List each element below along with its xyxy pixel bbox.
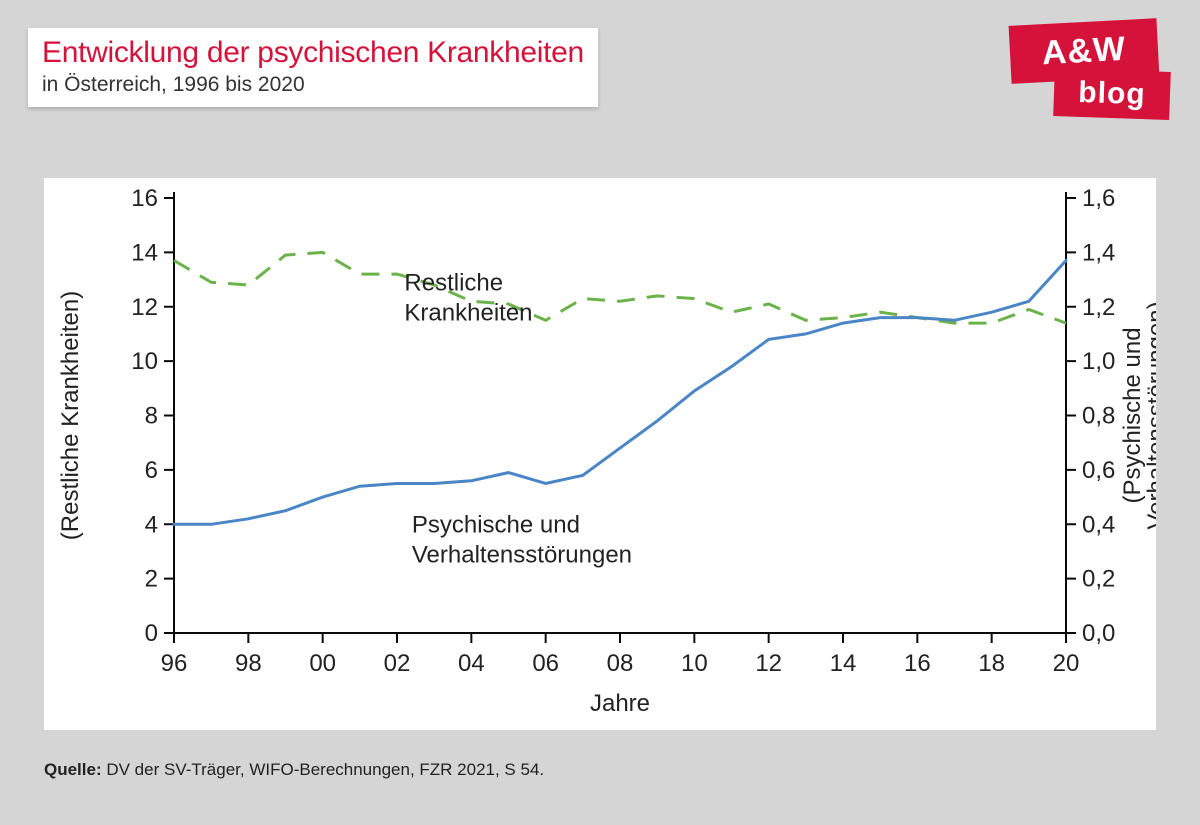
logo-text-bottom: blog — [1053, 68, 1171, 120]
svg-text:1,0: 1,0 — [1082, 348, 1115, 375]
svg-text:Restliche: Restliche — [404, 269, 503, 296]
svg-text:04: 04 — [458, 650, 485, 677]
chart-svg: 96980002040608101214161820Jahre024681012… — [44, 178, 1156, 730]
svg-text:96: 96 — [161, 650, 188, 677]
page-root: Entwicklung der psychischen Krankheiten … — [0, 0, 1200, 825]
source-label: Quelle: — [44, 760, 102, 779]
svg-text:0,4: 0,4 — [1082, 511, 1115, 538]
page-title: Entwicklung der psychischen Krankheiten — [42, 36, 584, 71]
svg-text:2: 2 — [145, 566, 158, 593]
page-subtitle: in Österreich, 1996 bis 2020 — [42, 73, 584, 97]
source-footer: Quelle: DV der SV-Träger, WIFO-Berechnun… — [44, 760, 544, 780]
svg-text:Jahre: Jahre — [590, 690, 650, 717]
svg-text:6: 6 — [145, 457, 158, 484]
svg-text:0,2: 0,2 — [1082, 566, 1115, 593]
svg-text:18: 18 — [978, 650, 1005, 677]
svg-text:0,8: 0,8 — [1082, 403, 1115, 430]
svg-text:14: 14 — [131, 239, 158, 266]
svg-text:0: 0 — [145, 620, 158, 647]
svg-text:1,6: 1,6 — [1082, 185, 1115, 212]
svg-text:0,6: 0,6 — [1082, 457, 1115, 484]
svg-text:12: 12 — [131, 294, 158, 321]
source-text: DV der SV-Träger, WIFO-Berechnungen, FZR… — [102, 760, 545, 779]
svg-text:08: 08 — [607, 650, 634, 677]
svg-text:4: 4 — [145, 511, 158, 538]
svg-text:14: 14 — [830, 650, 857, 677]
svg-text:(Restliche Krankheiten): (Restliche Krankheiten) — [57, 291, 84, 540]
svg-text:00: 00 — [309, 650, 336, 677]
title-card: Entwicklung der psychischen Krankheiten … — [28, 28, 598, 107]
svg-text:(Psychische und: (Psychische und — [1119, 327, 1146, 503]
svg-text:Krankheiten: Krankheiten — [404, 299, 532, 326]
svg-text:10: 10 — [681, 650, 708, 677]
svg-text:12: 12 — [755, 650, 782, 677]
svg-text:Verhaltensstörungen): Verhaltensstörungen) — [1143, 301, 1156, 529]
svg-text:Verhaltensstörungen: Verhaltensstörungen — [412, 541, 632, 568]
svg-text:16: 16 — [131, 185, 158, 212]
svg-text:20: 20 — [1053, 650, 1080, 677]
svg-text:98: 98 — [235, 650, 262, 677]
svg-text:Psychische und: Psychische und — [412, 511, 580, 538]
svg-text:0,0: 0,0 — [1082, 620, 1115, 647]
svg-text:16: 16 — [904, 650, 931, 677]
svg-text:8: 8 — [145, 403, 158, 430]
svg-text:1,2: 1,2 — [1082, 294, 1115, 321]
svg-text:1,4: 1,4 — [1082, 239, 1115, 266]
brand-logo: A&W blog — [1010, 22, 1178, 122]
svg-text:02: 02 — [384, 650, 411, 677]
chart-panel: 96980002040608101214161820Jahre024681012… — [44, 178, 1156, 730]
svg-text:06: 06 — [532, 650, 559, 677]
svg-text:10: 10 — [131, 348, 158, 375]
